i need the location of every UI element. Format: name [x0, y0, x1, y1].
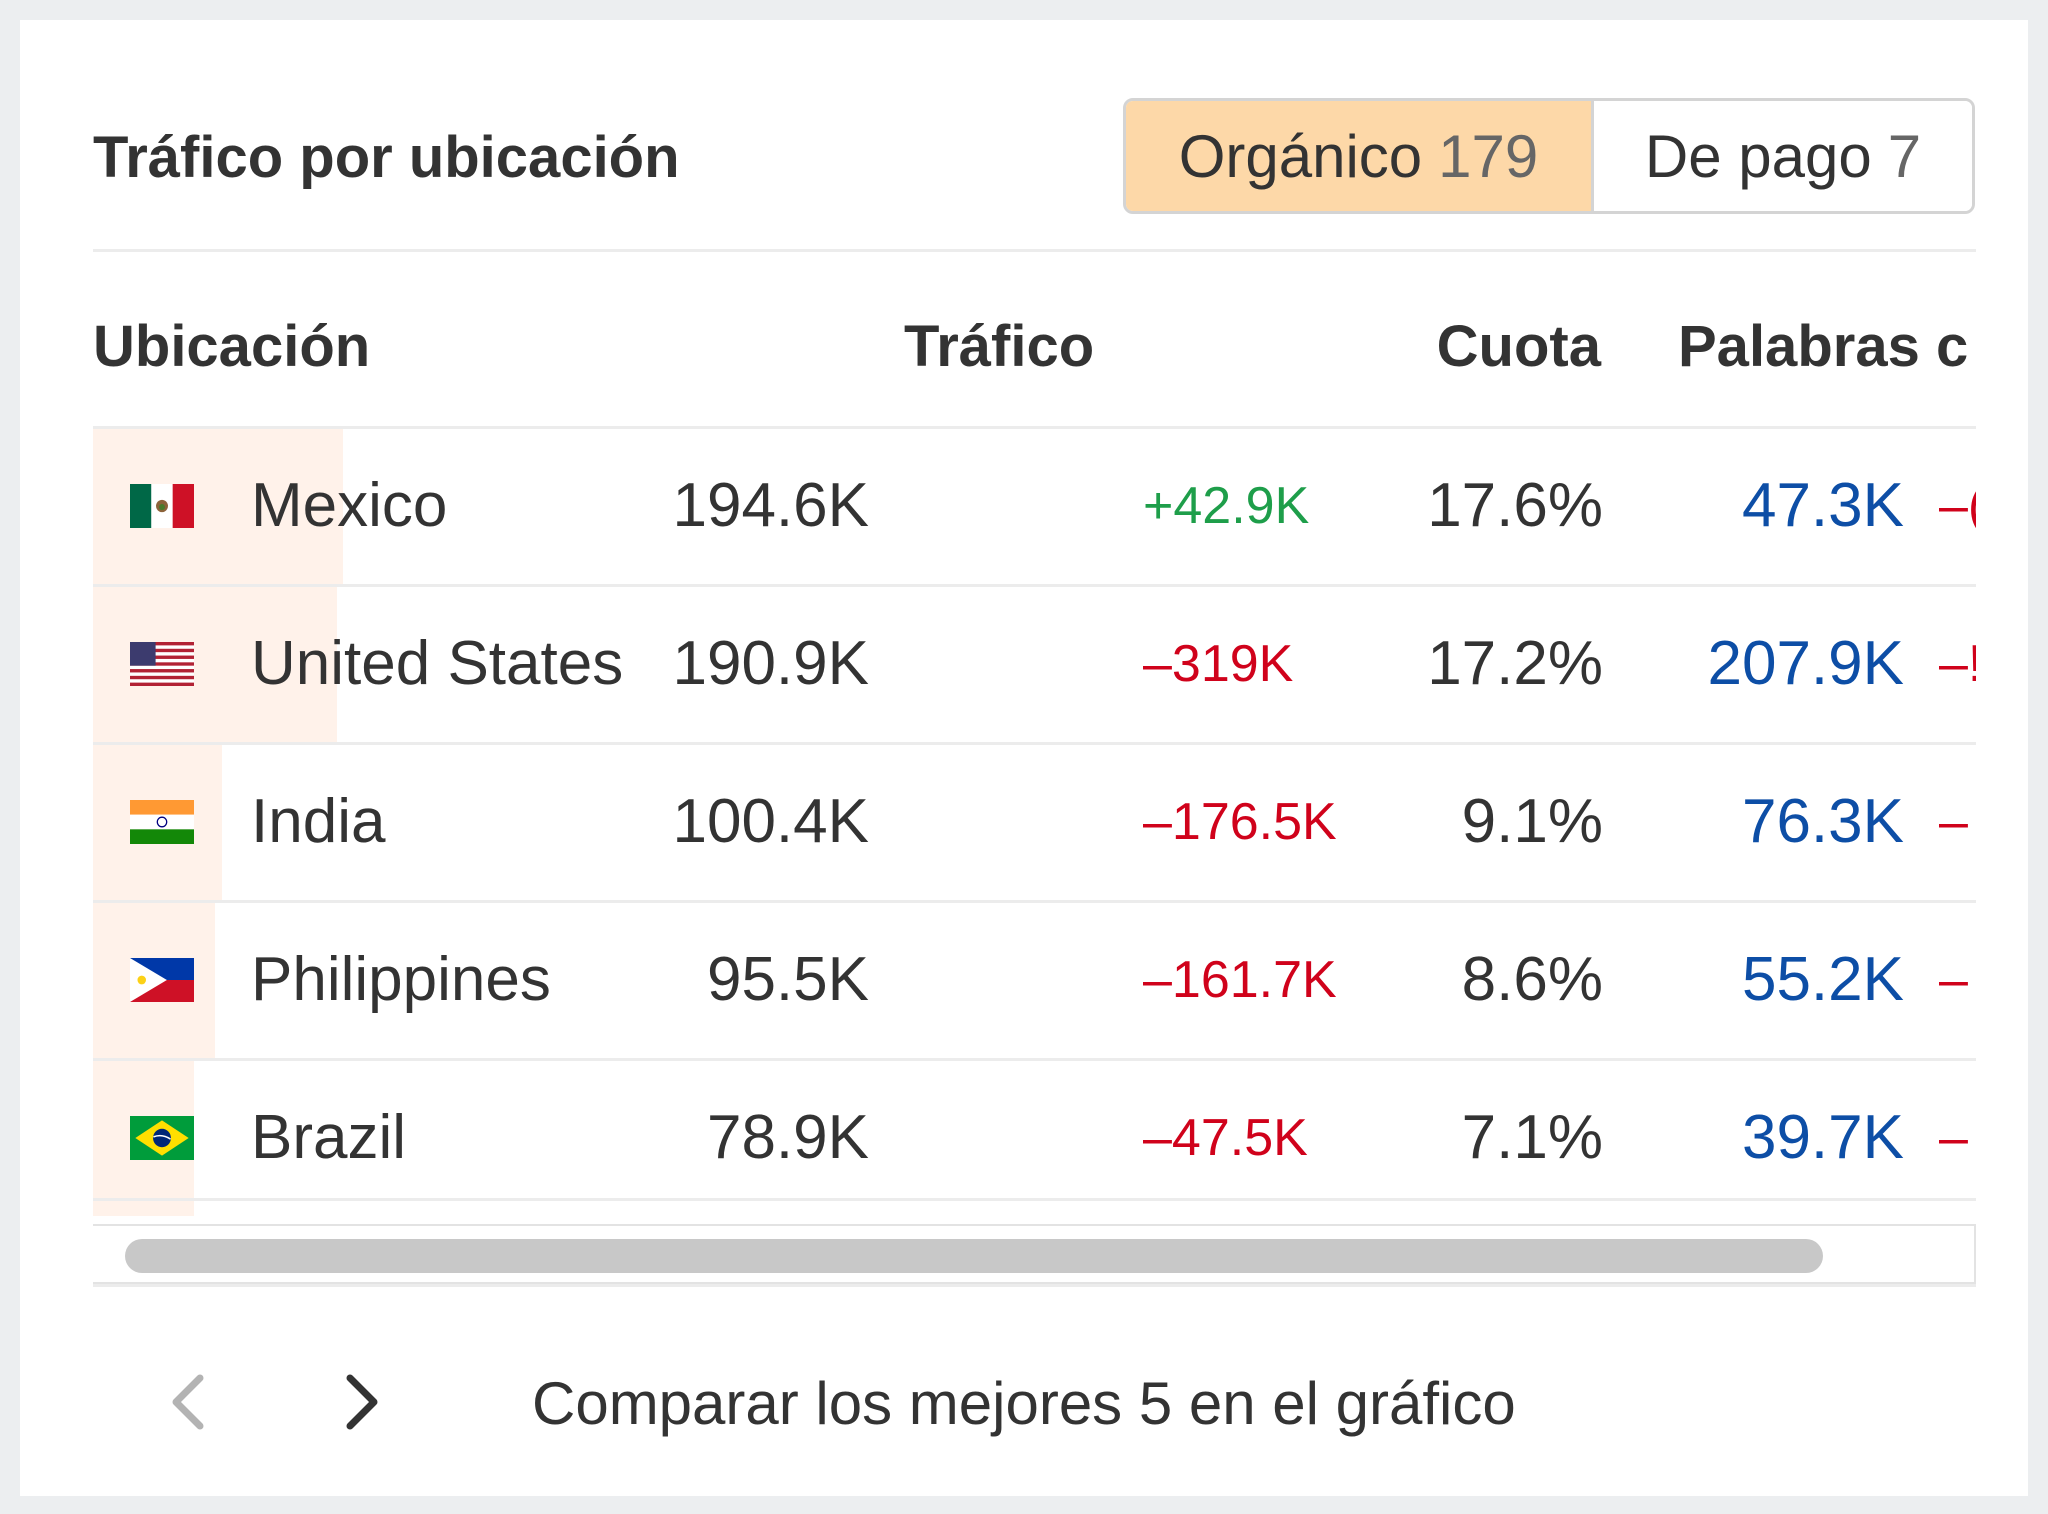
horizontal-scrollbar[interactable]: [93, 1224, 1976, 1284]
organic-tab-count: 179: [1438, 122, 1539, 190]
traffic-value: 190.9K: [672, 629, 869, 698]
column-header-location[interactable]: Ubicación: [93, 314, 371, 379]
column-header-traffic[interactable]: Tráfico: [904, 314, 1095, 379]
traffic-value: 194.6K: [672, 471, 869, 540]
chevron-left-icon: [172, 1374, 204, 1430]
location-name[interactable]: India: [251, 787, 386, 856]
traffic-value: 95.5K: [706, 945, 869, 1014]
table-bottom-divider: [93, 1198, 1976, 1201]
table-header: Ubicación Tráfico Cuota Palabras c: [93, 272, 1976, 426]
mexico-flag-icon: [130, 484, 194, 528]
paid-tab-label: De pago: [1644, 122, 1872, 190]
keywords-change: –: [1939, 793, 1968, 851]
location-name[interactable]: Philippines: [251, 945, 551, 1014]
share-value: 8.6%: [1461, 945, 1603, 1014]
paid-tab-count: 7: [1887, 122, 1922, 190]
keywords-link[interactable]: 55.2K: [1741, 945, 1904, 1014]
location-name[interactable]: Mexico: [251, 471, 448, 540]
location-name[interactable]: Brazil: [251, 1103, 407, 1172]
locations-table: Ubicación Tráfico Cuota Palabras c Mexic…: [93, 272, 1976, 1217]
chevron-right-icon: [346, 1374, 378, 1430]
keywords-link[interactable]: 207.9K: [1707, 629, 1904, 698]
keywords-link[interactable]: 47.3K: [1741, 471, 1904, 540]
paid-tab[interactable]: De pago 7: [1594, 101, 1972, 211]
india-flag-icon: [130, 800, 194, 844]
traffic-by-location-panel: Tráfico por ubicación Orgánico 179 De pa…: [20, 20, 2028, 1496]
share-value: 7.1%: [1461, 1103, 1603, 1172]
traffic-change: –161.7K: [1143, 951, 1337, 1009]
scrollbar-thumb[interactable]: [125, 1239, 1823, 1273]
traffic-change: –176.5K: [1143, 793, 1337, 851]
table-row[interactable]: Mexico 194.6K +42.9K 17.6% 47.3K –(: [93, 426, 1976, 584]
traffic-change: –319K: [1143, 635, 1294, 693]
traffic-change: +42.9K: [1143, 477, 1310, 535]
footer-divider: [93, 1284, 1976, 1287]
keywords-change: –: [1939, 1109, 1968, 1167]
prev-page-button[interactable]: [152, 1362, 232, 1442]
header-divider: [93, 249, 1976, 252]
united-states-flag-icon: [130, 642, 194, 686]
next-page-button[interactable]: [318, 1362, 398, 1442]
column-header-share[interactable]: Cuota: [1436, 314, 1601, 379]
keywords-link[interactable]: 39.7K: [1741, 1103, 1904, 1172]
keywords-change: –!: [1939, 635, 1976, 693]
share-value: 17.2%: [1427, 629, 1603, 698]
traffic-value: 78.9K: [706, 1103, 869, 1172]
brazil-flag-icon: [130, 1116, 194, 1160]
panel-title: Tráfico por ubicación: [93, 125, 680, 190]
table-row[interactable]: United States 190.9K –319K 17.2% 207.9K …: [93, 584, 1976, 742]
table-row[interactable]: Brazil 78.9K –47.5K 7.1% 39.7K –: [93, 1058, 1976, 1216]
traffic-change: –47.5K: [1143, 1109, 1308, 1167]
column-header-keywords[interactable]: Palabras c: [1678, 314, 1969, 379]
table-row[interactable]: Philippines 95.5K –161.7K 8.6% 55.2K –: [93, 900, 1976, 1058]
philippines-flag-icon: [130, 958, 194, 1002]
keywords-link[interactable]: 76.3K: [1741, 787, 1904, 856]
organic-tab-label: Orgánico: [1178, 122, 1423, 190]
organic-tab[interactable]: Orgánico 179: [1126, 101, 1594, 211]
traffic-value: 100.4K: [672, 787, 869, 856]
keywords-change: –: [1939, 951, 1968, 1009]
share-value: 17.6%: [1427, 471, 1603, 540]
traffic-type-toggle: Orgánico 179 De pago 7: [1123, 98, 1975, 214]
compare-top-5-link[interactable]: Comparar los mejores 5 en el gráfico: [532, 1370, 1516, 1437]
share-value: 9.1%: [1461, 787, 1603, 856]
location-name[interactable]: United States: [251, 629, 624, 698]
keywords-change: –(: [1939, 477, 1976, 535]
table-row[interactable]: India 100.4K –176.5K 9.1% 76.3K –: [93, 742, 1976, 900]
